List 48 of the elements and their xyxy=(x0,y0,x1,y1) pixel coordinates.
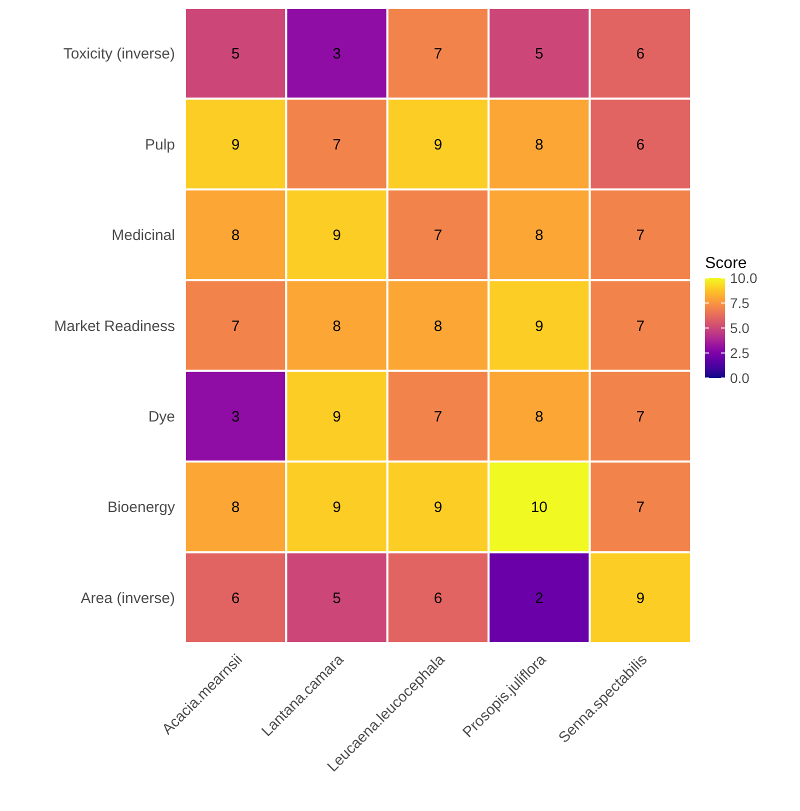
legend-title: Score xyxy=(705,255,747,272)
color-bar-label: 10.0 xyxy=(730,270,758,286)
y-tick-label: Area (inverse) xyxy=(80,590,175,607)
data-label: 9 xyxy=(332,227,341,244)
data-label: 7 xyxy=(434,46,442,63)
data-label: 10 xyxy=(530,499,548,516)
data-label: 9 xyxy=(231,136,240,154)
data-label: 8 xyxy=(535,408,544,426)
data-label: 3 xyxy=(231,408,240,426)
data-label: 6 xyxy=(434,590,442,607)
data-label: 8 xyxy=(231,227,240,244)
data-label: 9 xyxy=(434,136,442,154)
color-bar-label: 0.0 xyxy=(730,370,750,386)
data-label: 7 xyxy=(636,227,645,244)
data-label: 8 xyxy=(231,499,240,516)
data-label: 9 xyxy=(535,318,544,335)
data-label: 7 xyxy=(434,227,442,244)
data-label: 7 xyxy=(434,408,442,426)
data-label: 7 xyxy=(332,136,341,154)
data-label: 9 xyxy=(332,408,341,426)
data-label: 9 xyxy=(332,499,341,516)
data-label: 5 xyxy=(332,590,341,607)
data-label: 7 xyxy=(636,318,645,335)
data-label: 7 xyxy=(636,499,645,516)
color-bar-label: 2.5 xyxy=(730,344,750,361)
data-label: 8 xyxy=(332,318,341,335)
data-label: 6 xyxy=(231,590,240,607)
y-tick-label: Market Readiness xyxy=(54,318,175,335)
y-tick-label: Bioenergy xyxy=(107,499,176,516)
data-label: 7 xyxy=(636,408,645,426)
data-label: 7 xyxy=(231,318,240,335)
data-label: 6 xyxy=(636,46,645,63)
data-label: 9 xyxy=(636,590,645,607)
data-label: 9 xyxy=(434,499,442,516)
data-label: 8 xyxy=(535,227,544,244)
y-tick-label: Toxicity (inverse) xyxy=(63,46,176,63)
color-bar-label: 5.0 xyxy=(730,320,750,336)
data-label: 5 xyxy=(231,46,240,63)
data-label: 8 xyxy=(434,318,442,335)
y-tick-label: Medicinal xyxy=(112,227,175,244)
data-label: 2 xyxy=(535,590,544,607)
y-tick-label: Pulp xyxy=(144,136,175,154)
y-tick-label: Dye xyxy=(148,408,175,426)
data-label: 8 xyxy=(535,136,544,154)
data-label: 5 xyxy=(535,46,544,63)
data-label: 6 xyxy=(636,136,645,154)
color-bar-label: 7.5 xyxy=(730,294,750,311)
data-label: 3 xyxy=(332,46,341,63)
